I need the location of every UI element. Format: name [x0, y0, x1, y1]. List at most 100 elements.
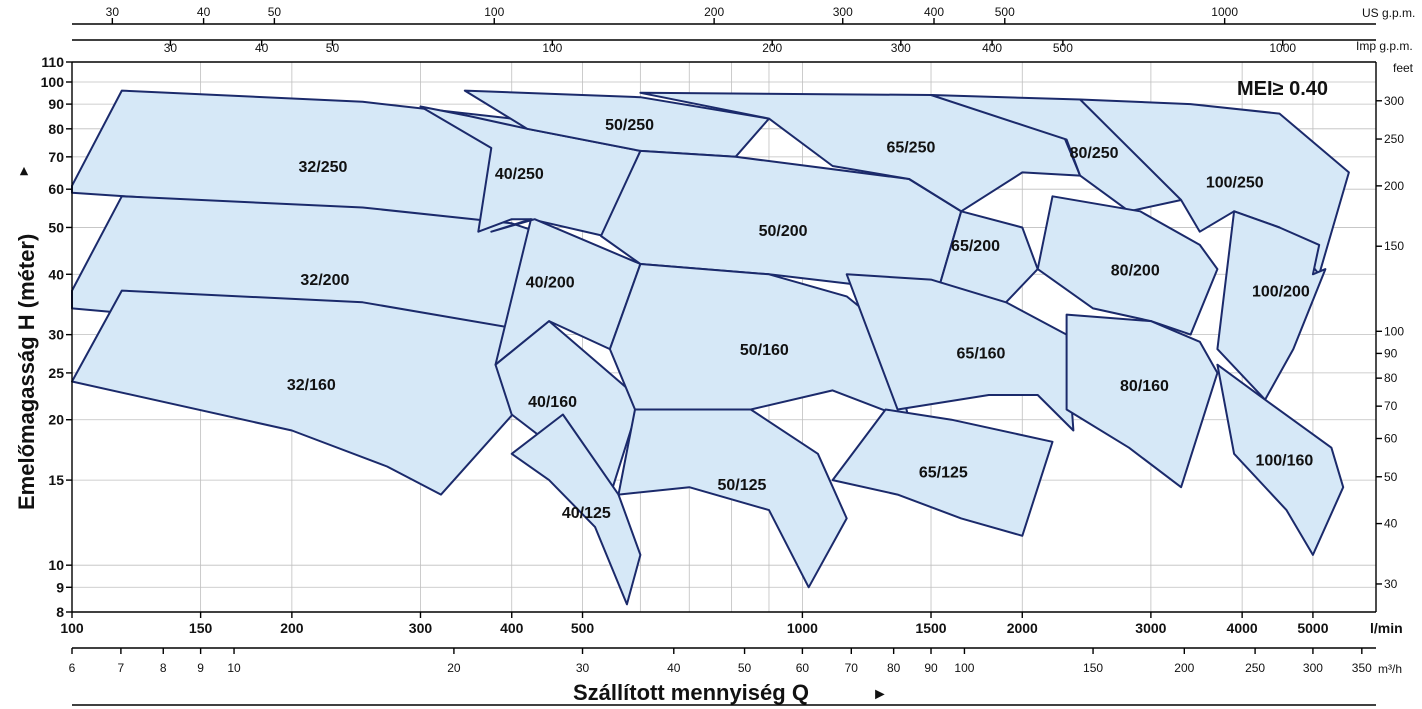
m3h-tick-label: 30 — [576, 661, 590, 675]
y-tick-label: 8 — [56, 604, 64, 620]
pump-region-80-200 — [1036, 195, 1219, 336]
y-tick-label: 60 — [48, 181, 64, 197]
x-tick-label: 4000 — [1227, 620, 1258, 636]
m3h-tick-label: 350 — [1352, 661, 1372, 675]
pump-label-50-125: 50/125 — [718, 477, 767, 494]
feet-tick-label: 200 — [1384, 179, 1404, 193]
pump-region-40-200 — [490, 218, 642, 366]
axes: 100 150 200 300 400 500 1000 1500 2000 3000 4000 50… — [41, 5, 1404, 706]
pump-label-40-125: 40/125 — [562, 505, 611, 522]
y-tick-label: 50 — [48, 219, 64, 235]
pump-label-32-160: 32/160 — [287, 377, 336, 394]
pump-label-65-160: 65/160 — [957, 346, 1006, 363]
m3h-tick-label: 6 — [69, 661, 76, 675]
usgpm-tick-label: 100 — [484, 5, 504, 19]
feet-tick-label: 30 — [1384, 577, 1398, 591]
pump-label-80-160: 80/160 — [1120, 378, 1169, 395]
impgpm-tick-label: 500 — [1053, 41, 1073, 55]
pump-region-50-125 — [617, 408, 848, 589]
y-axis-arrow-icon: ► — [15, 164, 31, 178]
m3h-tick-label: 7 — [118, 661, 125, 675]
y-tick-label: 25 — [48, 365, 64, 381]
pump-region-100-160 — [1216, 363, 1345, 556]
pump-label-80-250: 80/250 — [1070, 145, 1119, 162]
pump-label-100-160: 100/160 — [1255, 453, 1313, 470]
x-tick-label: 500 — [571, 620, 595, 636]
x-tick-label: 150 — [189, 620, 213, 636]
pump-label-32-250: 32/250 — [299, 159, 348, 176]
x-tick-label: 400 — [500, 620, 524, 636]
impgpm-tick-label: 100 — [542, 41, 562, 55]
y-tick-label: 40 — [48, 266, 64, 282]
x-tick-label: 2000 — [1007, 620, 1038, 636]
x-axis-arrow-icon: ► — [872, 686, 888, 703]
y-tick-label: 90 — [48, 96, 64, 112]
x-tick-label: 1500 — [915, 620, 946, 636]
pump-label-65-125: 65/125 — [919, 464, 968, 481]
m3h-tick-label: 250 — [1245, 661, 1265, 675]
m3h-tick-label: 20 — [447, 661, 461, 675]
pump-region-65-125 — [831, 408, 1054, 537]
m3h-tick-label: 200 — [1174, 661, 1194, 675]
m3h-tick-label: 10 — [227, 661, 241, 675]
m3h-tick-label: 60 — [796, 661, 810, 675]
usgpm-tick-label: 500 — [995, 5, 1015, 19]
x-unit-usgpm: US g.p.m. — [1362, 6, 1415, 20]
impgpm-tick-label: 1000 — [1269, 41, 1296, 55]
y-tick-label: 100 — [41, 74, 65, 90]
pump-label-40-160: 40/160 — [528, 394, 577, 411]
x-tick-label: 1000 — [787, 620, 818, 636]
x-axis-title: Szállított mennyiség Q — [573, 680, 809, 705]
pump-label-65-250: 65/250 — [886, 140, 935, 157]
y-tick-label: 70 — [48, 149, 64, 165]
pump-label-40-200: 40/200 — [526, 274, 575, 291]
pump-label-50-200: 50/200 — [759, 223, 808, 240]
feet-tick-label: 300 — [1384, 94, 1404, 108]
x-tick-label: 100 — [60, 620, 84, 636]
pump-label-100-200: 100/200 — [1252, 284, 1310, 301]
feet-tick-label: 60 — [1384, 432, 1398, 446]
pump-region-80-160 — [1065, 313, 1219, 489]
feet-tick-label: 80 — [1384, 371, 1398, 385]
pump-region-40-125 — [510, 413, 642, 606]
mei-annotation: MEI≥ 0.40 — [1237, 78, 1328, 100]
pump-label-50-160: 50/160 — [740, 342, 789, 359]
impgpm-tick-label: 200 — [762, 41, 782, 55]
x-tick-label: 200 — [280, 620, 304, 636]
x-unit-m3h: m³/h — [1378, 662, 1402, 676]
usgpm-tick-label: 1000 — [1211, 5, 1238, 19]
m3h-tick-label: 150 — [1083, 661, 1103, 675]
pump-label-80-200: 80/200 — [1111, 262, 1160, 279]
pump-regions — [71, 89, 1350, 606]
m3h-tick-label: 70 — [845, 661, 859, 675]
x-unit-impgpm: Imp g.p.m. — [1356, 39, 1413, 53]
pump-region-65-160 — [845, 273, 1075, 432]
feet-tick-label: 100 — [1384, 324, 1404, 338]
m3h-tick-label: 40 — [667, 661, 681, 675]
x-unit-lmin: l/min — [1370, 620, 1403, 636]
usgpm-tick-label: 400 — [924, 5, 944, 19]
pump-region-65-200 — [908, 178, 1039, 316]
feet-tick-label: 50 — [1384, 470, 1398, 484]
y-tick-label: 15 — [48, 472, 64, 488]
m3h-tick-label: 100 — [954, 661, 974, 675]
m3h-tick-label: 50 — [738, 661, 752, 675]
y-tick-label: 10 — [48, 557, 64, 573]
y-tick-label: 30 — [48, 327, 64, 343]
impgpm-tick-label: 300 — [891, 41, 911, 55]
pump-label-65-200: 65/200 — [951, 238, 1000, 255]
feet-tick-label: 250 — [1384, 132, 1404, 146]
y-tick-label: 9 — [56, 579, 64, 595]
impgpm-tick-label: 50 — [326, 41, 340, 55]
feet-tick-label: 90 — [1384, 346, 1398, 360]
m3h-tick-label: 8 — [160, 661, 167, 675]
usgpm-tick-label: 200 — [704, 5, 724, 19]
y-tick-label: 110 — [41, 54, 64, 70]
usgpm-tick-label: 30 — [106, 5, 120, 19]
y-axis-title: Emelőmagasság H (méter) — [14, 234, 39, 510]
feet-tick-label: 40 — [1384, 517, 1398, 531]
pump-labels: 32/250 32/200 32/160 40/250 40/200 40/160 40/1… — [287, 117, 1314, 522]
x-tick-label: 300 — [409, 620, 433, 636]
m3h-tick-label: 90 — [924, 661, 938, 675]
